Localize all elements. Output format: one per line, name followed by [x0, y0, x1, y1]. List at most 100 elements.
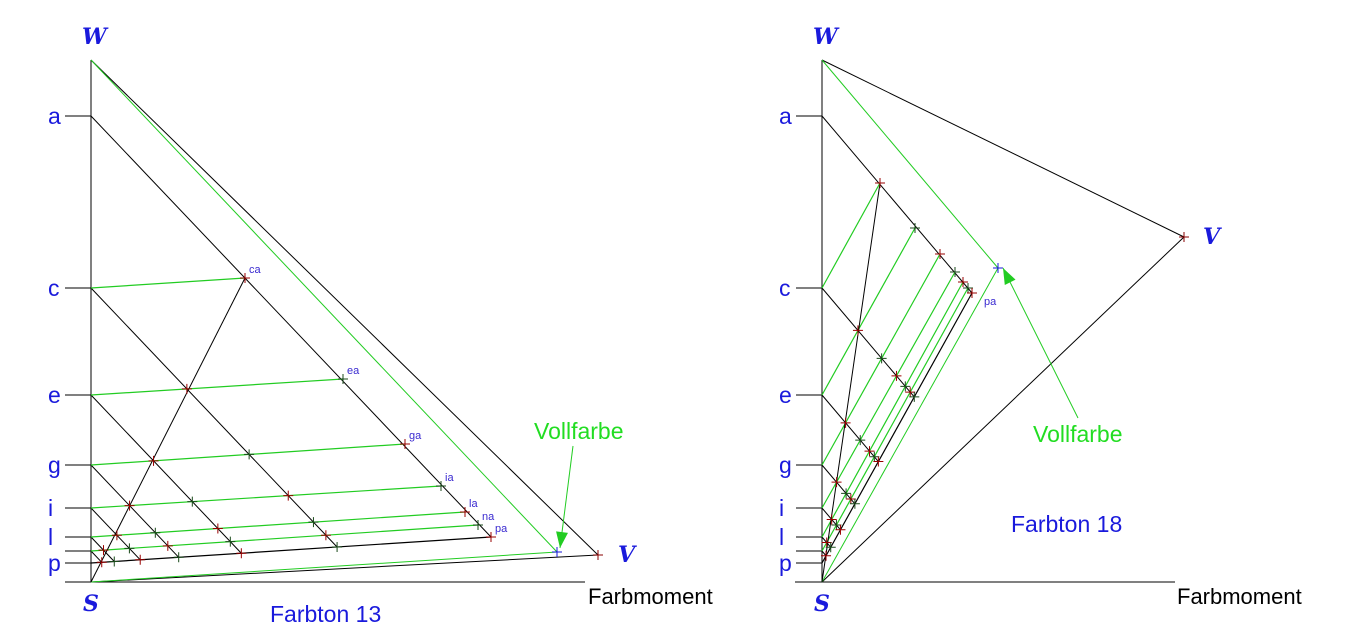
axis-title: Farbmoment — [588, 584, 713, 609]
tick-label: i — [779, 495, 784, 521]
axis-title: Farbmoment — [1177, 584, 1302, 609]
point-label: pa — [984, 296, 997, 308]
edge-white-vollfarbe — [821, 59, 999, 269]
edge-white-full — [90, 59, 599, 556]
lattice-point-marker — [212, 523, 223, 534]
point-label: la — [469, 498, 478, 510]
lattice-point-marker — [831, 477, 842, 488]
lattice-point-marker — [841, 488, 852, 499]
edge-black-full — [821, 236, 1185, 583]
lattice-point-marker — [150, 527, 161, 538]
equal-black-line — [821, 292, 973, 564]
equal-black-line — [90, 536, 492, 564]
lattice-point-marker — [876, 353, 887, 364]
tick-label: g — [48, 452, 61, 478]
tick-label: i — [48, 495, 53, 521]
lattice-point-marker — [332, 542, 343, 553]
arrow-head-icon — [556, 531, 568, 548]
equal-black-line — [90, 277, 246, 289]
edge-white-vollfarbe — [90, 59, 558, 553]
equal-black-line — [821, 253, 941, 466]
lattice-point-marker — [109, 556, 120, 567]
lattice-point-marker — [849, 498, 860, 509]
edge-black-full — [90, 554, 599, 583]
lattice-point-marker — [124, 543, 135, 554]
equal-white-line — [90, 536, 115, 562]
equal-black-line — [90, 378, 344, 396]
equal-white-line — [90, 115, 492, 538]
lattice-point-marker — [593, 550, 603, 560]
lattice-point-marker — [173, 552, 184, 563]
lattice-point-marker — [905, 387, 916, 398]
lattice-point-marker — [875, 178, 885, 188]
lattice-point-marker — [486, 532, 496, 542]
lattice-point-marker — [910, 223, 920, 233]
lattice-point-marker — [308, 517, 319, 528]
lattice-point-marker — [840, 417, 851, 428]
equal-white-line — [821, 115, 973, 294]
lattice-point-marker — [826, 514, 837, 525]
lattice-point-marker — [821, 537, 832, 548]
diagram-caption: Farbton 13 — [270, 601, 381, 627]
shadow-series-line — [821, 182, 881, 583]
equal-black-line — [821, 227, 916, 396]
lattice-point-marker — [993, 263, 1003, 273]
point-label: ea — [347, 365, 360, 377]
lattice-point-marker — [111, 530, 122, 541]
vollfarbe-arrow-shaft — [1002, 267, 1079, 419]
lattice-point-marker — [460, 507, 470, 517]
lattice-point-marker — [236, 548, 247, 559]
vertex-black-label: S — [814, 591, 830, 617]
equal-black-line — [821, 281, 964, 538]
tick-label: l — [779, 524, 784, 550]
equal-white-line — [90, 464, 180, 558]
lattice-point-marker — [835, 524, 846, 535]
lattice-point-marker — [473, 520, 483, 530]
lattice-point-marker — [967, 288, 977, 298]
lattice-point-marker — [958, 277, 968, 287]
lattice-point-marker — [240, 273, 250, 283]
equal-white-line — [90, 287, 338, 548]
lattice-point-marker — [181, 383, 192, 394]
lattice-point-marker — [873, 456, 884, 467]
lattice-point-marker — [1179, 232, 1189, 242]
shadow-series-line — [90, 277, 246, 583]
lattice-point-marker — [845, 494, 856, 505]
lattice-point-marker — [852, 325, 863, 336]
vollfarbe-label: Vollfarbe — [1033, 421, 1123, 447]
tick-label: c — [48, 275, 60, 301]
point-label: ia — [445, 472, 454, 484]
point-label: ca — [249, 264, 262, 276]
equal-black-line — [821, 271, 956, 509]
vertex-black-label: S — [83, 591, 99, 617]
lattice-point-marker — [400, 439, 410, 449]
point-label: na — [482, 511, 495, 523]
equal-black-line — [821, 182, 881, 289]
edge-white-full — [821, 59, 1185, 238]
lattice-point-marker — [187, 496, 198, 507]
vollfarbe-label: Vollfarbe — [534, 418, 624, 444]
equal-white-line — [90, 550, 103, 563]
lattice-point-marker — [148, 455, 159, 466]
equal-black-line — [821, 287, 969, 552]
lattice-point-marker — [831, 520, 842, 531]
equal-white-line — [821, 287, 915, 398]
lattice-point-marker — [855, 435, 866, 446]
equal-white-line — [821, 550, 827, 557]
lattice-point-marker — [825, 542, 836, 553]
lattice-point-marker — [963, 283, 973, 293]
equal-white-line — [90, 394, 242, 554]
lattice-point-marker — [162, 540, 173, 551]
lattice-point-marker — [283, 490, 294, 501]
tick-label: e — [48, 382, 61, 408]
vertex-full-label: V — [618, 542, 637, 568]
tick-label: p — [48, 550, 61, 576]
equal-white-line — [821, 394, 879, 462]
lattice-point-marker — [869, 451, 880, 462]
lattice-point-marker — [935, 249, 945, 259]
lattice-point-marker — [98, 545, 109, 556]
vertex-white-label: W — [82, 24, 109, 50]
tick-label: a — [48, 103, 61, 129]
